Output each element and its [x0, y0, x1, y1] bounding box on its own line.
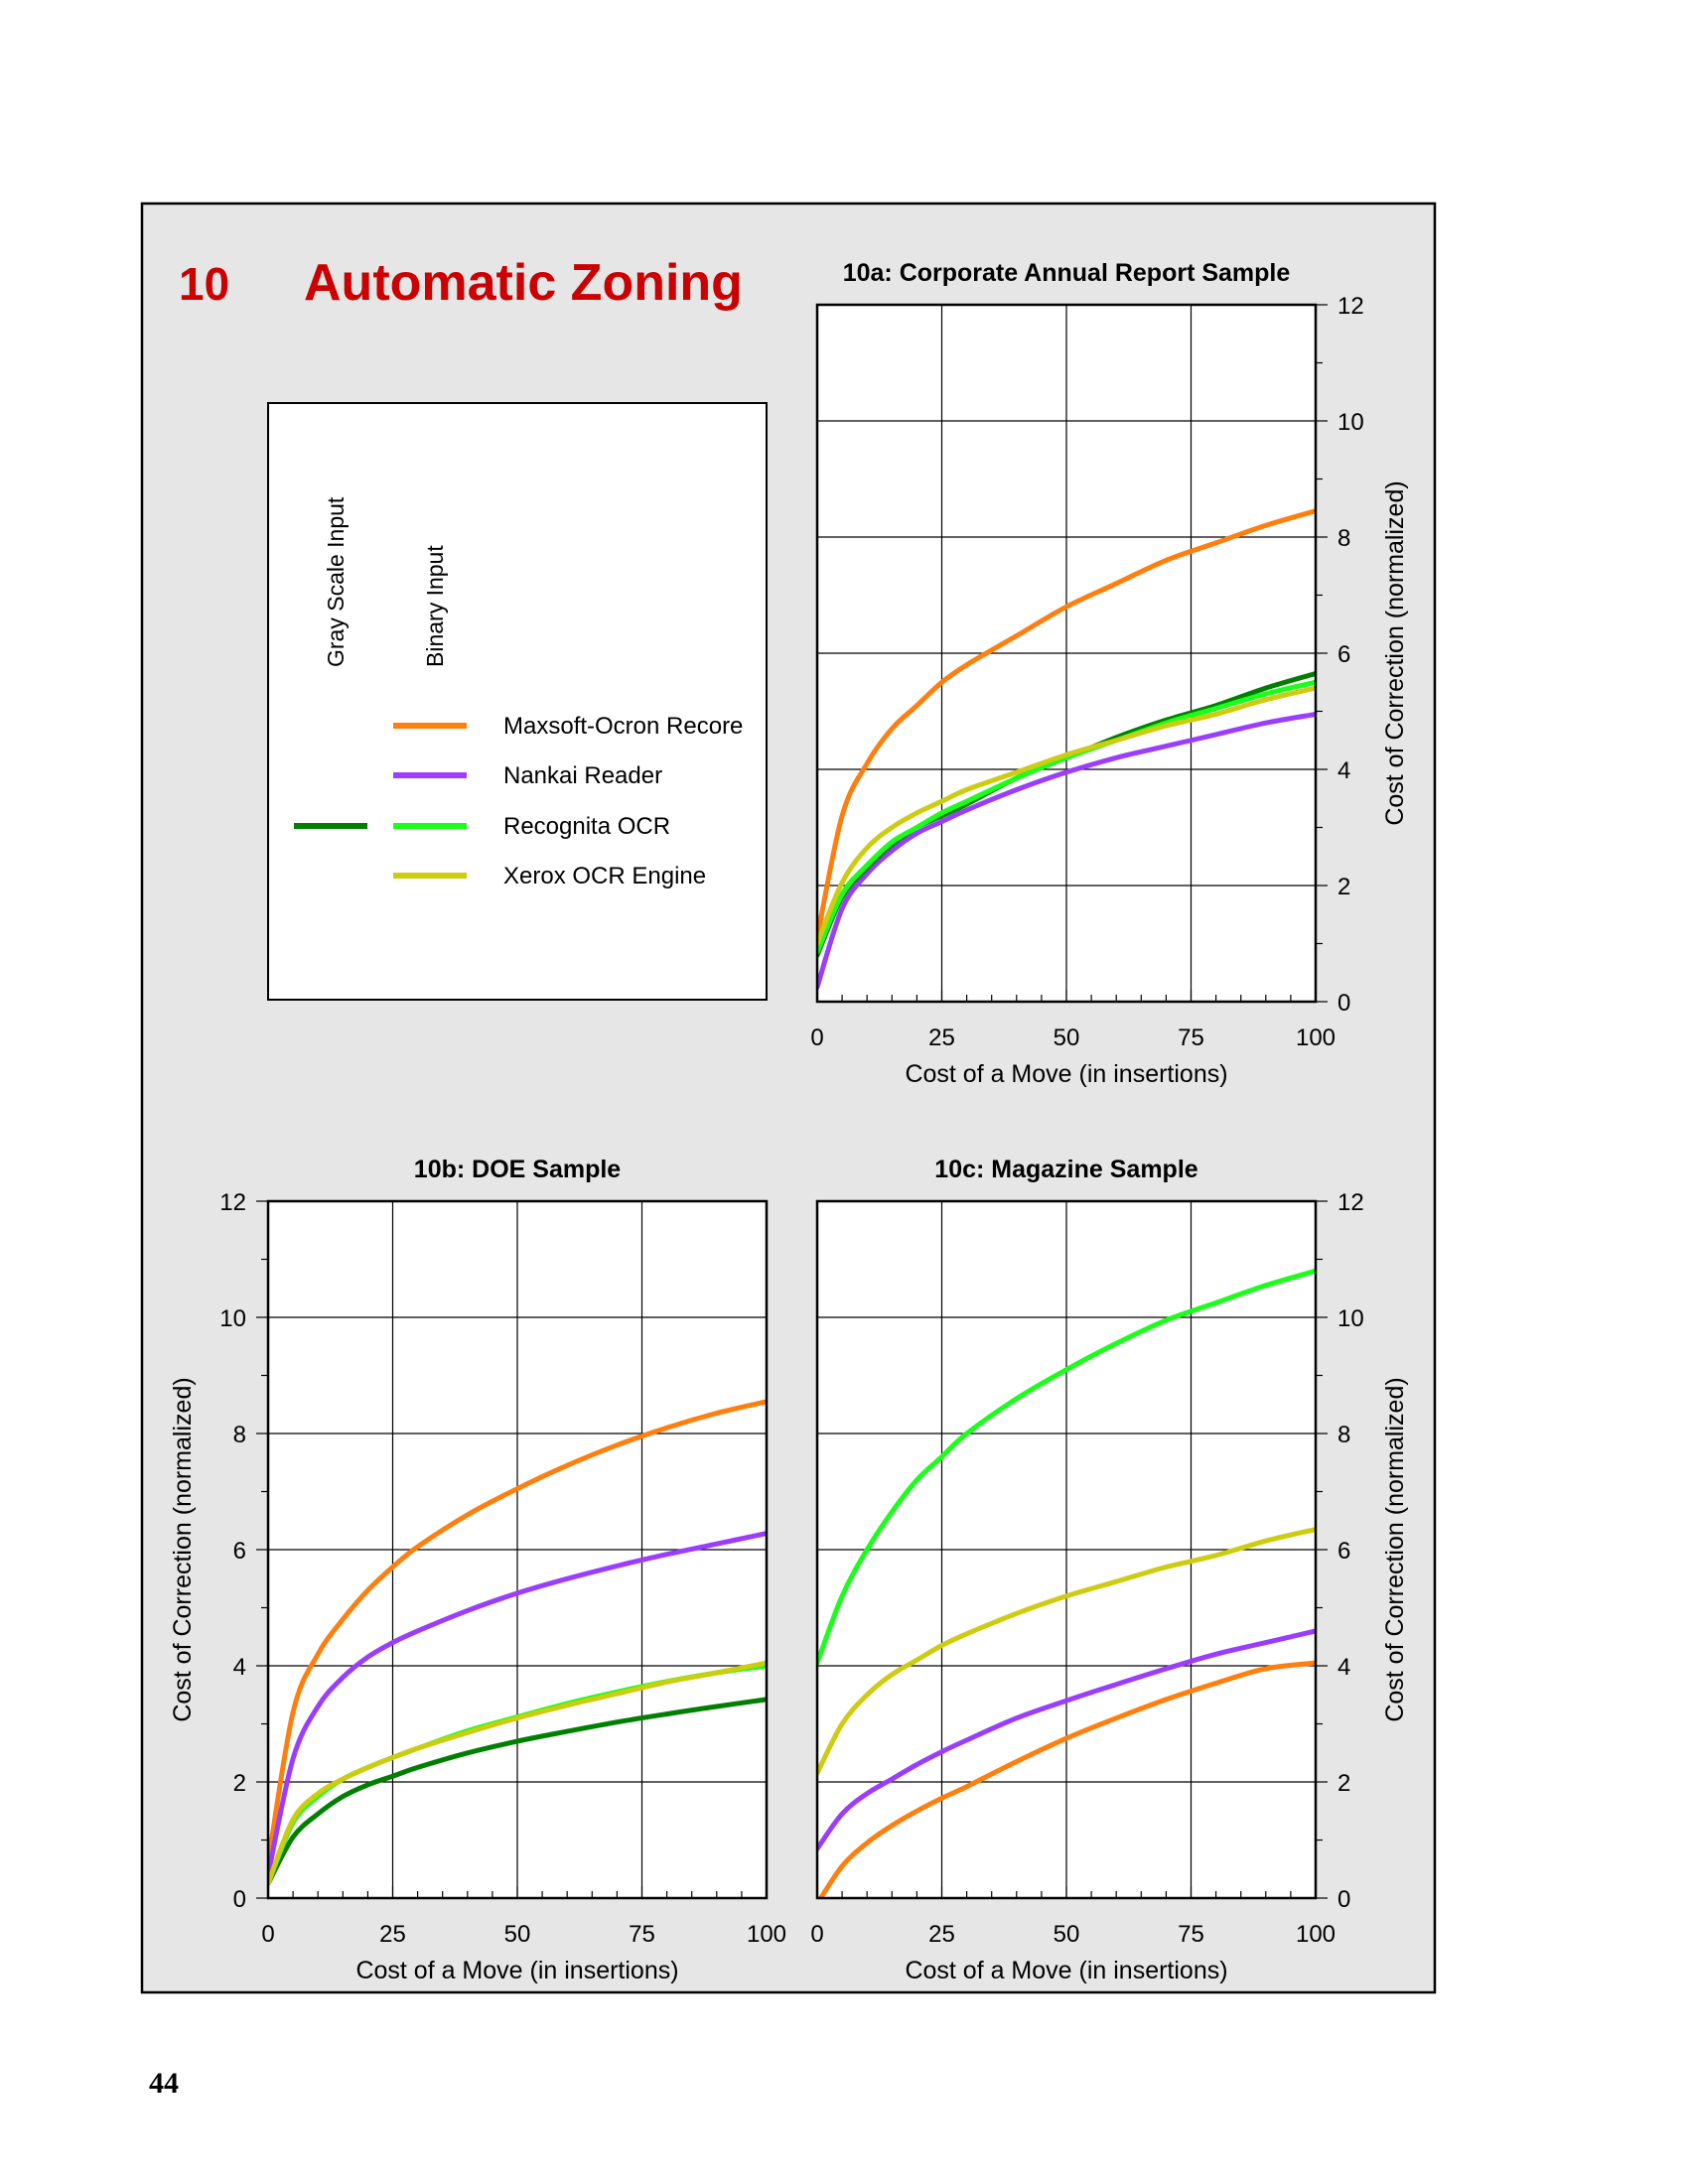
y-axis-label: Cost of Correction (normalized)	[1381, 1377, 1409, 1721]
x-tick-label: 50	[1054, 1921, 1080, 1948]
x-tick-label: 50	[504, 1921, 531, 1948]
series-line-10a-0	[817, 508, 1316, 941]
section-number: 10	[179, 258, 229, 310]
y-tick-label: 10	[1337, 1305, 1364, 1332]
x-tick-label: 25	[379, 1921, 406, 1948]
y-tick-label: 6	[1337, 641, 1350, 668]
x-tick-label: 25	[928, 1921, 955, 1948]
series-line-10c-3	[817, 1527, 1316, 1776]
section-title: Automatic Zoning	[304, 254, 743, 312]
legend-header-binary: Binary Input	[422, 545, 448, 667]
legend-label: Xerox OCR Engine	[503, 863, 706, 889]
chart-title: 10c: Magazine Sample	[934, 1156, 1197, 1183]
chart-title: 10a: Corporate Annual Report Sample	[843, 259, 1291, 287]
y-tick-label: 10	[1337, 409, 1364, 436]
y-axis-label: Cost of Correction (normalized)	[1381, 480, 1409, 825]
x-tick-label: 0	[261, 1921, 274, 1948]
series-line-10b-4	[268, 1660, 767, 1886]
y-tick-label: 6	[1337, 1538, 1350, 1565]
y-tick-label: 8	[1337, 1422, 1350, 1448]
plot-frame	[266, 1199, 769, 1900]
x-tick-label: 0	[810, 1024, 823, 1051]
x-axis-label: Cost of a Move (in insertions)	[905, 1060, 1227, 1088]
x-tick-label: 100	[1296, 1921, 1336, 1948]
x-axis-label: Cost of a Move (in insertions)	[355, 1957, 678, 1984]
y-tick-label: 12	[219, 1189, 246, 1216]
x-tick-label: 100	[747, 1921, 786, 1948]
x-tick-label: 100	[1296, 1024, 1336, 1051]
x-tick-label: 50	[1054, 1024, 1080, 1051]
legend-box	[267, 402, 768, 1001]
y-tick-label: 4	[1337, 757, 1350, 784]
series-line-10a-1	[817, 711, 1316, 990]
legend-label: Maxsoft-Ocron Recore	[503, 713, 743, 740]
series-line-10b-2	[268, 1697, 767, 1886]
y-tick-label: 2	[1337, 1770, 1350, 1797]
legend: Gray Scale Input Binary Input Maxsoft-Oc…	[267, 402, 768, 1001]
y-tick-label: 0	[1337, 1886, 1350, 1913]
x-tick-label: 0	[810, 1921, 823, 1948]
y-tick-label: 12	[1337, 1189, 1364, 1216]
x-tick-label: 25	[928, 1024, 955, 1051]
y-tick-label: 0	[233, 1886, 246, 1913]
page-number: 44	[149, 2067, 179, 2100]
y-tick-label: 12	[1337, 293, 1364, 320]
legend-header-gray: Gray Scale Input	[323, 496, 349, 667]
y-tick-label: 6	[233, 1538, 246, 1565]
y-tick-label: 4	[233, 1654, 246, 1681]
plot-frame	[815, 303, 1318, 1004]
y-tick-label: 0	[1337, 990, 1350, 1017]
series-line-10c-1	[817, 1628, 1316, 1851]
y-tick-label: 4	[1337, 1654, 1350, 1681]
x-tick-label: 75	[1178, 1024, 1204, 1051]
chart-title: 10b: DOE Sample	[414, 1156, 621, 1183]
y-tick-label: 8	[1337, 525, 1350, 552]
legend-label: Recognita OCR	[503, 813, 670, 840]
x-tick-label: 75	[1178, 1921, 1204, 1948]
y-tick-label: 10	[219, 1305, 246, 1332]
x-axis-label: Cost of a Move (in insertions)	[905, 1957, 1227, 1984]
series-line-10c-0	[817, 1660, 1316, 1898]
plot-frame	[815, 1199, 1318, 1900]
y-tick-label: 2	[1337, 874, 1350, 900]
y-axis-label: Cost of Correction (normalized)	[169, 1377, 197, 1721]
y-tick-label: 8	[233, 1422, 246, 1448]
y-tick-label: 2	[233, 1770, 246, 1797]
legend-label: Nankai Reader	[503, 762, 662, 789]
x-tick-label: 75	[629, 1921, 655, 1948]
series-line-10b-0	[268, 1399, 767, 1866]
series-line-10a-4	[817, 685, 1316, 946]
series-line-10b-1	[268, 1531, 767, 1878]
series-line-10c-2	[817, 1268, 1316, 1666]
series-line-10a-3	[817, 679, 1316, 955]
chart-10a: 10a: Corporate Annual Report Sample 0 25 50…	[810, 259, 1409, 1088]
